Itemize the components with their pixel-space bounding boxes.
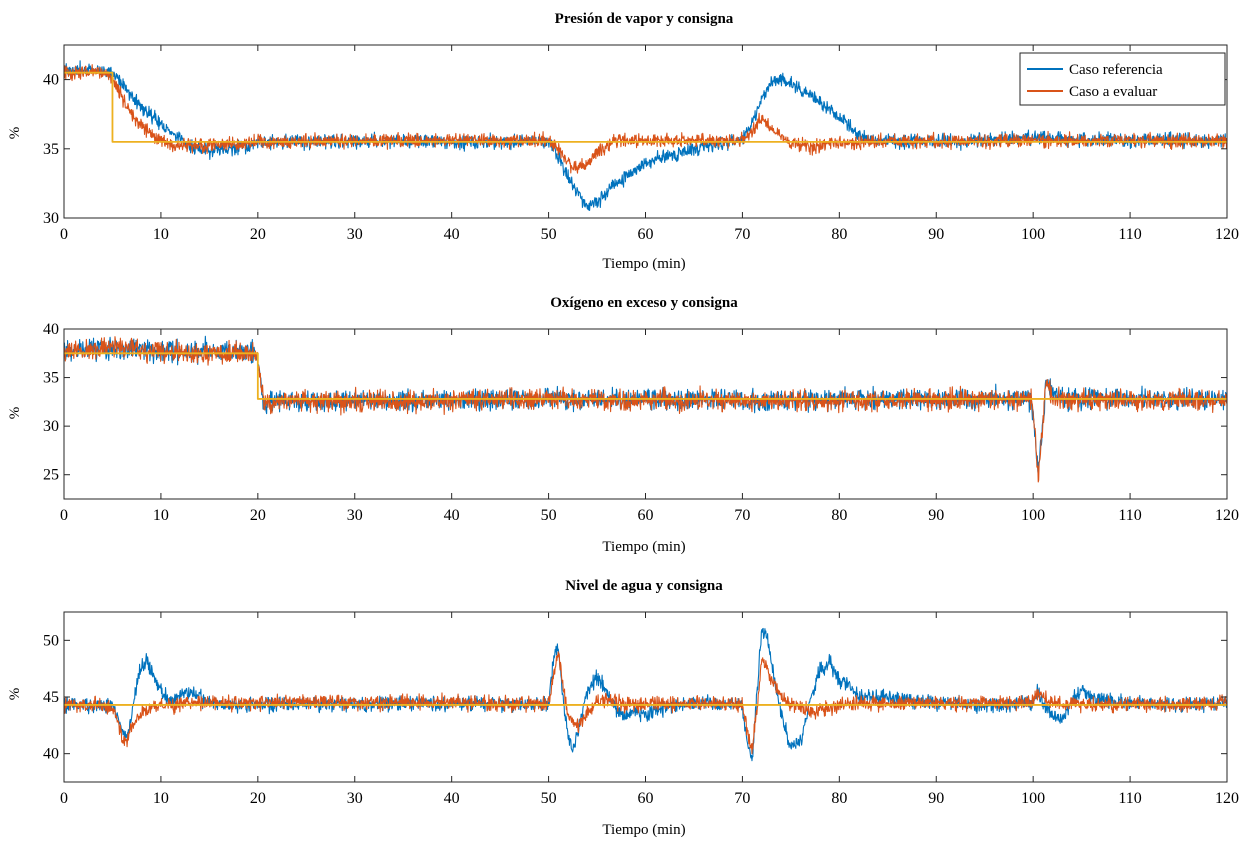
- plot-area: [64, 627, 1227, 762]
- series-evaluate-line: [64, 336, 1227, 483]
- series-setpoint-line: [64, 352, 1227, 400]
- x-tick-label: 110: [1118, 507, 1141, 524]
- x-tick-label: 80: [831, 507, 847, 524]
- y-tick-label: 50: [43, 632, 59, 649]
- legend: Caso referencia Caso a evaluar: [1019, 52, 1226, 106]
- x-tick-label: 0: [60, 507, 68, 524]
- series-evaluate-line: [64, 651, 1227, 755]
- y-tick-label: 30: [43, 418, 59, 435]
- x-axis-label: Tiempo (min): [602, 539, 685, 555]
- y-axis-label: %: [7, 127, 23, 140]
- chart-title: Presión de vapor y consigna: [555, 11, 734, 27]
- y-tick-label: 25: [43, 467, 59, 484]
- x-axis-label: Tiempo (min): [602, 822, 685, 838]
- x-tick-label: 20: [250, 507, 266, 524]
- series-reference-line: [64, 627, 1227, 762]
- y-axis-label: %: [7, 688, 23, 701]
- x-tick-label: 100: [1021, 507, 1045, 524]
- x-tick-label: 90: [928, 790, 944, 807]
- x-tick-label: 10: [153, 226, 169, 243]
- x-tick-label: 40: [444, 226, 460, 243]
- x-tick-label: 40: [444, 790, 460, 807]
- x-tick-label: 110: [1118, 226, 1141, 243]
- chart-oxygen-panel: Oxígeno en exceso y consigna Tiempo (min…: [7, 295, 1239, 555]
- legend-label-reference: Caso referencia: [1069, 62, 1163, 78]
- x-tick-label: 0: [60, 790, 68, 807]
- x-tick-label: 90: [928, 226, 944, 243]
- axes-box: [63, 611, 1228, 783]
- x-tick-label: 30: [347, 790, 363, 807]
- plot-area: [64, 60, 1227, 212]
- x-axis-label: Tiempo (min): [602, 256, 685, 272]
- x-tick-label: 90: [928, 507, 944, 524]
- y-tick-label: 35: [43, 141, 59, 158]
- y-axis-label: %: [7, 407, 23, 420]
- y-tick-label: 40: [43, 746, 59, 763]
- legend-box: [1019, 52, 1226, 106]
- x-tick-label: 70: [734, 226, 750, 243]
- x-tick-label: 70: [734, 507, 750, 524]
- x-tick-label: 110: [1118, 790, 1141, 807]
- x-tick-label: 120: [1215, 507, 1239, 524]
- x-tick-label: 60: [638, 507, 654, 524]
- x-tick-label: 50: [541, 226, 557, 243]
- x-tick-label: 40: [444, 507, 460, 524]
- x-tick-label: 30: [347, 226, 363, 243]
- x-tick-label: 100: [1021, 226, 1045, 243]
- x-tick-label: 50: [541, 507, 557, 524]
- x-tick-label: 100: [1021, 790, 1045, 807]
- chart-title: Oxígeno en exceso y consigna: [550, 295, 738, 311]
- x-tick-label: 0: [60, 226, 68, 243]
- x-tick-label: 10: [153, 507, 169, 524]
- series-setpoint-line: [64, 71, 1227, 143]
- x-tick-label: 10: [153, 790, 169, 807]
- plot-area: [64, 335, 1227, 483]
- x-tick-label: 120: [1215, 790, 1239, 807]
- x-tick-label: 30: [347, 507, 363, 524]
- y-tick-label: 30: [43, 210, 59, 227]
- x-tick-label: 20: [250, 790, 266, 807]
- x-tick-label: 20: [250, 226, 266, 243]
- y-tick-label: 40: [43, 321, 59, 338]
- x-tick-label: 60: [638, 226, 654, 243]
- chart-title: Nivel de agua y consigna: [565, 578, 723, 594]
- x-tick-label: 50: [541, 790, 557, 807]
- x-tick-label: 70: [734, 790, 750, 807]
- x-tick-label: 120: [1215, 226, 1239, 243]
- legend-label-evaluate: Caso a evaluar: [1069, 84, 1157, 100]
- y-tick-label: 35: [43, 370, 59, 387]
- y-tick-label: 40: [43, 72, 59, 89]
- x-tick-label: 80: [831, 790, 847, 807]
- y-tick-label: 45: [43, 689, 59, 706]
- chart-water-level-panel: Nivel de agua y consigna Tiempo (min) % …: [7, 578, 1239, 838]
- chart-pressure-panel: Presión de vapor y consigna Tiempo (min)…: [7, 11, 1239, 272]
- x-tick-label: 60: [638, 790, 654, 807]
- x-tick-label: 80: [831, 226, 847, 243]
